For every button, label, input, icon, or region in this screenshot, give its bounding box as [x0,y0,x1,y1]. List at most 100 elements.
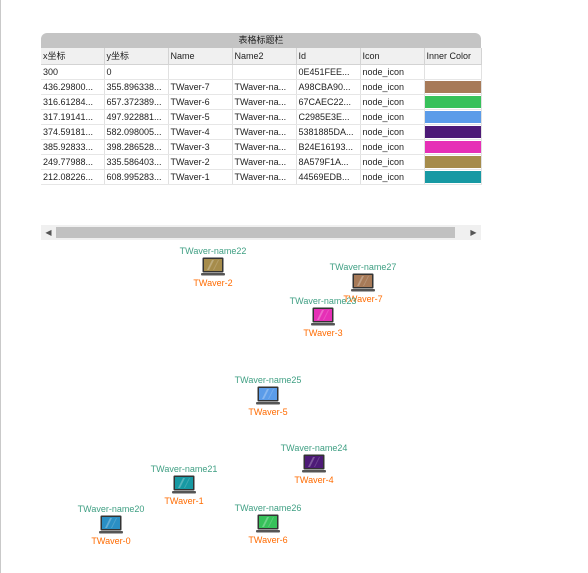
node-secondary-label: TWaver-name23 [289,296,357,306]
column-header-inner-color[interactable]: Inner Color [424,48,482,65]
canvas-left-border [0,0,1,573]
cell-inner-color [424,94,482,110]
cell-name2 [232,64,297,80]
cell-y: 0 [104,64,169,80]
cell-y: 355.896338... [104,79,169,95]
color-swatch [424,170,480,183]
cell-name2: TWaver-na... [232,79,297,95]
scrollbar-thumb[interactable] [56,227,455,238]
cell-y: 335.586403... [104,154,169,170]
node-secondary-label: TWaver-name25 [234,375,302,385]
table-row[interactable]: 374.59181... 582.098005... TWaver-4 TWaver-… [41,124,482,140]
cell-icon: node_icon [360,64,425,80]
node-secondary-label: TWaver-name24 [280,443,348,453]
cell-name2: TWaver-na... [232,154,297,170]
column-header-icon[interactable]: Icon [360,48,425,65]
cell-inner-color [424,124,482,140]
cell-icon: node_icon [360,169,425,185]
cell-y: 497.922881... [104,109,169,125]
laptop-icon[interactable] [302,454,326,473]
table-row[interactable]: 385.92833... 398.286528... TWaver-3 TWaver-… [41,139,482,155]
cell-x: 316.61284... [41,94,105,110]
network-node-n7[interactable]: TWaver-name27 TWaver-7 [313,262,413,322]
cell-y: 398.286528... [104,139,169,155]
node-label: TWaver-1 [164,496,204,506]
table-row[interactable]: 316.61284... 657.372389... TWaver-6 TWaver-… [41,94,482,110]
cell-id: 67CAEC22... [296,94,361,110]
cell-icon: node_icon [360,109,425,125]
network-node-n4[interactable]: TWaver-name24 TWaver-4 [264,443,364,503]
laptop-icon[interactable] [201,257,225,276]
cell-x: 249.77988... [41,154,105,170]
cell-x: 300 [41,64,105,80]
cell-name2: TWaver-na... [232,109,297,125]
cell-y: 608.995283... [104,169,169,185]
color-swatch [424,110,480,123]
table-row[interactable]: 212.08226... 608.995283... TWaver-1 TWaver-… [41,169,482,185]
column-header-name[interactable]: Name [168,48,233,65]
scroll-right-arrow-icon[interactable]: ▶ [470,228,477,237]
table-row[interactable]: 317.19141... 497.922881... TWaver-5 TWaver-… [41,109,482,125]
node-label: TWaver-6 [248,535,288,545]
column-header-id[interactable]: Id [296,48,361,65]
cell-inner-color [424,139,482,155]
network-node-n0[interactable]: TWaver-name20 TWaver-0 [61,504,161,564]
node-label: TWaver-0 [91,536,131,546]
cell-name2: TWaver-na... [232,139,297,155]
color-swatch [424,125,480,138]
cell-x: 374.59181... [41,124,105,140]
node-secondary-label: TWaver-name26 [234,503,302,513]
laptop-icon[interactable] [256,514,280,533]
network-node-n6[interactable]: TWaver-name26 TWaver-6 [218,503,318,563]
cell-name2: TWaver-na... [232,94,297,110]
cell-name: TWaver-1 [168,169,233,185]
color-swatch [424,140,480,153]
laptop-icon[interactable] [311,307,335,326]
cell-id: B24E16193... [296,139,361,155]
cell-inner-color [424,109,482,125]
color-swatch [424,95,480,108]
table-row[interactable]: 436.29800... 355.896338... TWaver-7 TWaver-… [41,79,482,95]
cell-id: 44569EDB... [296,169,361,185]
cell-x: 436.29800... [41,79,105,95]
cell-inner-color [424,64,482,80]
node-secondary-label: TWaver-name22 [179,246,247,256]
node-secondary-label: TWaver-name21 [150,464,218,474]
laptop-icon[interactable] [172,475,196,494]
cell-id: 0E451FEE... [296,64,361,80]
node-label: TWaver-5 [248,407,288,417]
laptop-icon[interactable] [256,386,280,405]
cell-name: TWaver-3 [168,139,233,155]
node-label: TWaver-7 [343,294,383,304]
table-title: 表格标题栏 [41,33,481,48]
cell-name [168,64,233,80]
cell-inner-color [424,154,482,170]
cell-y: 582.098005... [104,124,169,140]
network-node-n2[interactable]: TWaver-name22 TWaver-2 [163,246,263,306]
cell-name: TWaver-4 [168,124,233,140]
cell-icon: node_icon [360,94,425,110]
node-label: TWaver-4 [294,475,334,485]
laptop-icon[interactable] [99,515,123,534]
cell-name: TWaver-7 [168,79,233,95]
table-row[interactable]: 300 0 0E451FEE... node_icon [41,64,482,80]
color-swatch [424,155,480,168]
scroll-left-arrow-icon[interactable]: ◀ [45,228,52,237]
cell-id: A98CBA90... [296,79,361,95]
laptop-icon[interactable] [351,273,375,292]
table-header-row: x坐标 y坐标 Name Name2 Id Icon Inner Color [41,48,482,65]
table-row[interactable]: 249.77988... 335.586403... TWaver-2 TWaver-… [41,154,482,170]
column-header-name2[interactable]: Name2 [232,48,297,65]
cell-icon: node_icon [360,124,425,140]
data-table-panel: 表格标题栏 x坐标 y坐标 Name Name2 Id Icon Inner C… [41,33,482,240]
network-node-n5[interactable]: TWaver-name25 TWaver-5 [218,375,318,435]
network-node-n1[interactable]: TWaver-name21 TWaver-1 [134,464,234,524]
cell-icon: node_icon [360,79,425,95]
network-node-n3[interactable]: TWaver-name23 TWaver-3 [273,296,373,356]
horizontal-scrollbar[interactable]: ◀ ▶ [41,225,481,240]
cell-name2: TWaver-na... [232,169,297,185]
column-header-y[interactable]: y坐标 [104,48,169,65]
data-table: x坐标 y坐标 Name Name2 Id Icon Inner Color 3… [41,48,482,185]
cell-name: TWaver-2 [168,154,233,170]
column-header-x[interactable]: x坐标 [41,48,105,65]
